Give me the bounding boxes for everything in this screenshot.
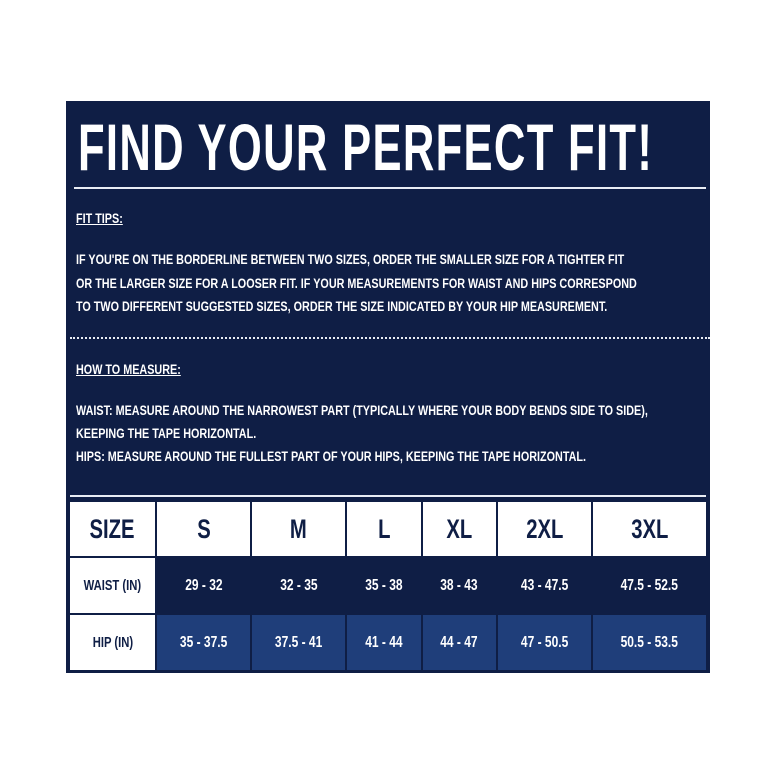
page-title: FIND YOUR PERFECT FIT! bbox=[78, 110, 654, 184]
table-cell: 29 - 32 bbox=[157, 558, 251, 613]
table-cell: 50.5 - 53.5 bbox=[593, 615, 706, 670]
fit-tips-line: TO TWO DIFFERENT SUGGESTED SIZES, ORDER … bbox=[76, 299, 608, 314]
table-cell: 35 - 37.5 bbox=[157, 615, 251, 670]
fit-tips-line: IF YOU'RE ON THE BORDERLINE BETWEEN TWO … bbox=[76, 252, 625, 267]
header-cell: XL bbox=[422, 502, 497, 556]
divider bbox=[74, 187, 706, 189]
table-cell: 47 - 50.5 bbox=[498, 615, 592, 670]
size-chart-panel: FIND YOUR PERFECT FIT! FIT TIPS: IF YOU'… bbox=[66, 101, 710, 673]
how-to-measure-heading: HOW TO MEASURE: bbox=[76, 362, 181, 377]
table-row-waist: WAIST (IN) 29 - 32 32 - 35 35 - 38 38 - … bbox=[70, 558, 706, 613]
row-label: WAIST (IN) bbox=[70, 558, 155, 613]
header-cell: M bbox=[252, 502, 346, 556]
header-cell: L bbox=[347, 502, 421, 556]
how-to-measure-line: HIPS: MEASURE AROUND THE FULLEST PART OF… bbox=[76, 449, 587, 464]
table-cell: 41 - 44 bbox=[347, 615, 421, 670]
header-cell: 2XL bbox=[498, 502, 592, 556]
table-cell: 37.5 - 41 bbox=[252, 615, 346, 670]
table-cell: 38 - 43 bbox=[422, 558, 497, 613]
table-cell: 32 - 35 bbox=[252, 558, 346, 613]
table-header-row: SIZE S M L XL 2XL 3XL bbox=[70, 502, 706, 556]
header-cell: S bbox=[157, 502, 251, 556]
fit-tips-heading: FIT TIPS: bbox=[76, 211, 123, 226]
size-table: SIZE S M L XL 2XL 3XL WAIST (IN) 29 - 32… bbox=[68, 500, 708, 672]
header-cell: SIZE bbox=[70, 502, 155, 556]
fit-tips-line: OR THE LARGER SIZE FOR A LOOSER FIT. IF … bbox=[76, 276, 637, 291]
how-to-measure-line: KEEPING THE TAPE HORIZONTAL. bbox=[76, 426, 257, 441]
how-to-measure-line: WAIST: MEASURE AROUND THE NARROWEST PART… bbox=[76, 403, 648, 418]
table-row-hip: HIP (IN) 35 - 37.5 37.5 - 41 41 - 44 44 … bbox=[70, 615, 706, 670]
table-cell: 44 - 47 bbox=[422, 615, 497, 670]
dotted-divider bbox=[70, 337, 710, 339]
table-cell: 35 - 38 bbox=[347, 558, 421, 613]
divider bbox=[70, 495, 706, 497]
table-cell: 47.5 - 52.5 bbox=[593, 558, 706, 613]
row-label: HIP (IN) bbox=[70, 615, 155, 670]
table-cell: 43 - 47.5 bbox=[498, 558, 592, 613]
header-cell: 3XL bbox=[593, 502, 706, 556]
